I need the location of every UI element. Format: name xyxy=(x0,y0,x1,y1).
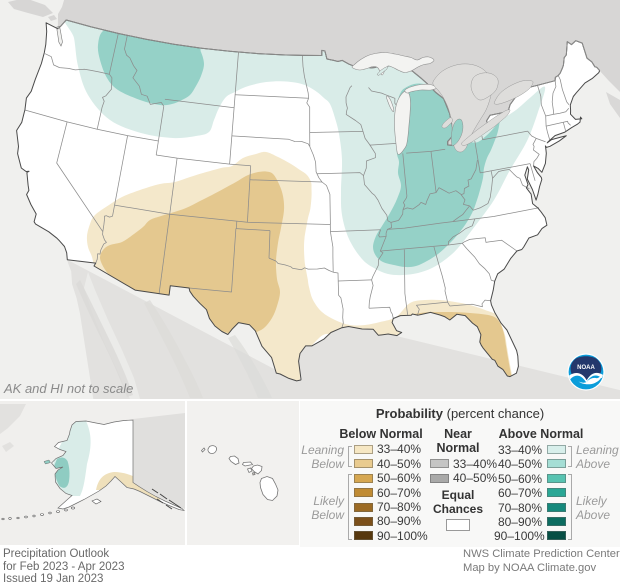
svg-text:NOAA: NOAA xyxy=(577,365,595,371)
